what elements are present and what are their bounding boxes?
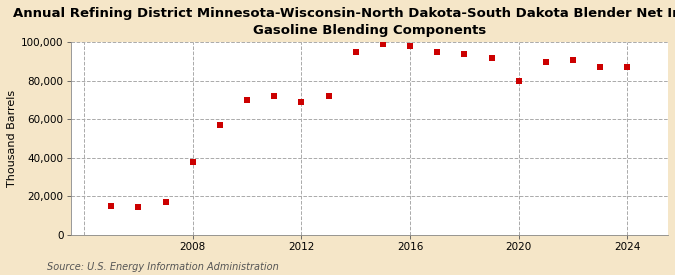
Point xyxy=(242,98,252,102)
Point xyxy=(432,50,443,54)
Point xyxy=(106,204,117,208)
Point xyxy=(568,57,578,62)
Point xyxy=(622,65,632,70)
Point xyxy=(215,123,225,127)
Point xyxy=(595,65,605,70)
Point xyxy=(513,79,524,83)
Point xyxy=(160,200,171,204)
Point xyxy=(404,44,415,48)
Title: Annual Refining District Minnesota-Wisconsin-North Dakota-South Dakota Blender N: Annual Refining District Minnesota-Wisco… xyxy=(13,7,675,37)
Point xyxy=(541,59,551,64)
Point xyxy=(188,159,198,164)
Point xyxy=(486,56,497,60)
Point xyxy=(296,100,307,104)
Point xyxy=(323,94,334,98)
Point xyxy=(377,42,388,46)
Y-axis label: Thousand Barrels: Thousand Barrels xyxy=(7,90,17,187)
Text: Source: U.S. Energy Information Administration: Source: U.S. Energy Information Administ… xyxy=(47,262,279,272)
Point xyxy=(269,94,279,98)
Point xyxy=(350,50,361,54)
Point xyxy=(459,52,470,56)
Point xyxy=(133,205,144,209)
